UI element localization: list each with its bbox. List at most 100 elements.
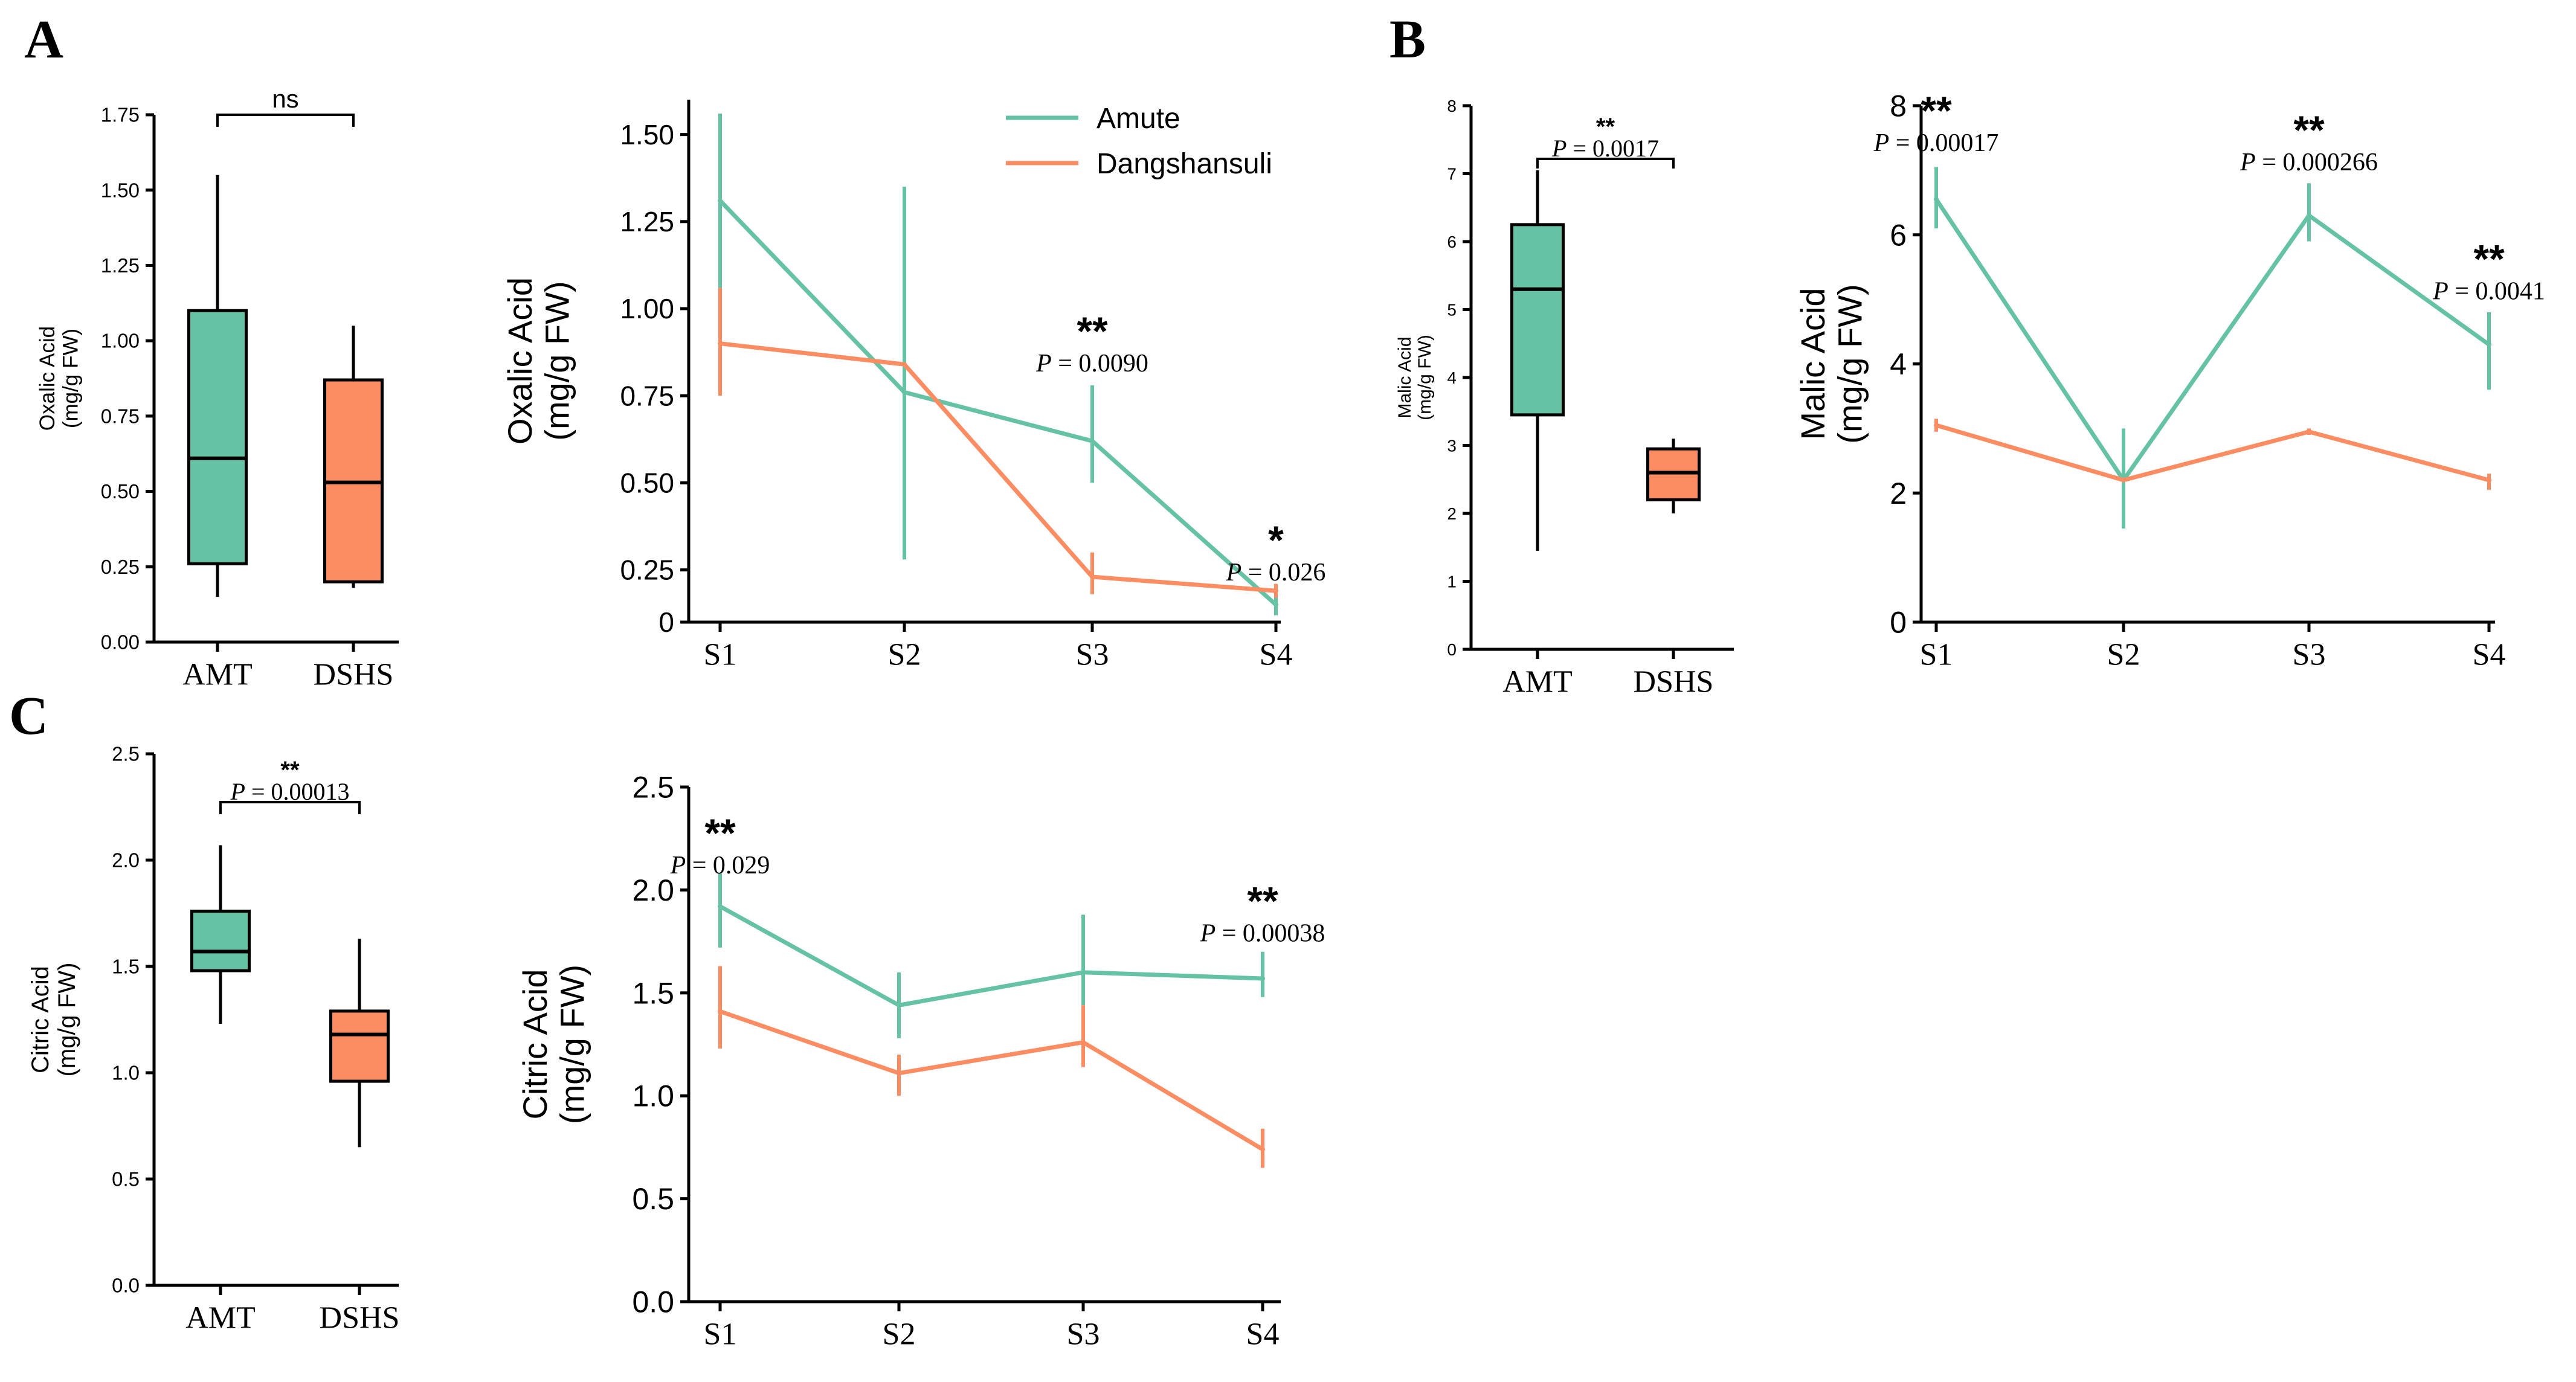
y-tick-label: 0.5 bbox=[112, 1168, 140, 1191]
significance-stars: ** bbox=[704, 811, 736, 855]
data-point-amute bbox=[902, 390, 907, 395]
series-line-dangshansuli bbox=[719, 1009, 1264, 1151]
data-point-amute bbox=[718, 904, 723, 909]
y-tick-label: 2.5 bbox=[632, 771, 674, 805]
p-value-label: P = 0.0041 bbox=[2432, 278, 2545, 306]
series-line-dangshansuli bbox=[720, 341, 1277, 593]
data-point-dangshansuli bbox=[1090, 574, 1095, 580]
significance-stars: ns bbox=[272, 85, 298, 113]
y-axis-label: Oxalic Acid(mg/g FW) bbox=[501, 277, 576, 445]
data-point-dangshansuli bbox=[2121, 477, 2126, 483]
x-tick-label: S1 bbox=[704, 638, 737, 672]
x-tick-label: S3 bbox=[1076, 638, 1109, 672]
y-axis-label-line1: Citric Acid bbox=[27, 966, 54, 1073]
legend-label-amute: Amute bbox=[1096, 103, 1180, 135]
y-axis-label-line2: (mg/g FW) bbox=[54, 963, 80, 1077]
y-axis-label-line2: (mg/g FW) bbox=[1415, 335, 1435, 420]
y-axis-label-line1: Malic Acid bbox=[1794, 288, 1832, 440]
y-axis-label: Oxalic Acid(mg/g FW) bbox=[36, 326, 83, 431]
y-tick-label: 0.75 bbox=[620, 380, 674, 411]
y-tick-label: 8 bbox=[1447, 97, 1457, 115]
data-point-amute bbox=[1934, 196, 1939, 202]
x-tick-label: S4 bbox=[2473, 638, 2506, 672]
y-tick-label: 8 bbox=[1890, 89, 1907, 123]
x-tick-label: S3 bbox=[1067, 1317, 1100, 1352]
y-tick-label: 4 bbox=[1447, 368, 1457, 387]
significance-bracket bbox=[1536, 158, 1675, 169]
p-value: = 0.029 bbox=[686, 852, 770, 879]
y-tick-label: 1.25 bbox=[620, 206, 674, 237]
y-tick-label: 7 bbox=[1447, 164, 1457, 183]
y-tick-label: 1.00 bbox=[620, 293, 674, 324]
significance-stars: ** bbox=[1247, 879, 1278, 924]
p-value: = 0.000266 bbox=[2256, 149, 2378, 176]
p-symbol: P bbox=[2432, 278, 2449, 306]
p-symbol: P bbox=[1873, 129, 1890, 157]
y-tick-label: 1.75 bbox=[101, 104, 140, 126]
x-tick-label: S2 bbox=[2107, 638, 2140, 672]
y-axis-label-line2: (mg/g FW) bbox=[1831, 284, 1869, 443]
p-symbol: P bbox=[2240, 149, 2256, 176]
p-value-label: P = 0.026 bbox=[1226, 559, 1326, 587]
x-tick-label: S1 bbox=[1920, 638, 1953, 672]
data-point-amute bbox=[1274, 602, 1278, 608]
x-tick-label: AMT bbox=[185, 1301, 256, 1335]
series-line-amute bbox=[1934, 198, 2491, 483]
y-tick-label: 1.50 bbox=[620, 119, 674, 150]
p-value: = 0.0090 bbox=[1052, 350, 1148, 378]
y-tick-label: 0.25 bbox=[101, 556, 140, 578]
data-point-dangshansuli bbox=[2307, 429, 2311, 434]
y-axis-label-line1: Citric Acid bbox=[516, 969, 554, 1120]
y-tick-label: 2.5 bbox=[112, 743, 140, 765]
box-amute bbox=[1510, 223, 1565, 417]
x-tick-label: S1 bbox=[704, 1317, 737, 1352]
x-tick-label: S2 bbox=[883, 1317, 916, 1352]
y-tick-label: 6 bbox=[1890, 218, 1907, 252]
y-axis-label-line2: (mg/g FW) bbox=[59, 329, 83, 428]
y-axis-label-line2: (mg/g FW) bbox=[538, 281, 576, 440]
p-symbol: P bbox=[230, 778, 245, 805]
y-tick-label: 6 bbox=[1447, 233, 1457, 251]
data-point-dangshansuli bbox=[1274, 588, 1278, 594]
y-tick-label: 0.50 bbox=[101, 480, 140, 503]
series-line-dangshansuli bbox=[1936, 423, 2490, 483]
p-value: = 0.0041 bbox=[2449, 278, 2545, 306]
series-line-amute bbox=[719, 904, 1263, 1008]
y-tick-label: 2 bbox=[1447, 504, 1457, 523]
data-point-amute bbox=[2487, 342, 2491, 347]
y-axis-label-line2: (mg/g FW) bbox=[553, 965, 591, 1124]
y-tick-label: 1.50 bbox=[101, 179, 140, 201]
significance-stars: ** bbox=[1596, 114, 1615, 140]
p-value: = 0.0017 bbox=[1567, 135, 1659, 162]
legend-label-dangshansuli: Dangshansuli bbox=[1096, 148, 1272, 180]
box-amute bbox=[187, 309, 248, 565]
y-tick-label: 1.25 bbox=[101, 254, 140, 277]
y-tick-label: 1 bbox=[1447, 572, 1457, 591]
oxalic-acid-line-chart: 0 0.25 0.50 0.75 1.00 1.25 1.50 S1 S2 S3 S4 Oxalic … bbox=[501, 100, 1325, 672]
x-tick-label: AMT bbox=[1502, 665, 1573, 699]
p-symbol: P bbox=[1200, 920, 1216, 948]
data-point-amute bbox=[897, 1003, 901, 1008]
y-tick-label: 0.75 bbox=[101, 405, 140, 427]
p-value-label: P = 0.00038 bbox=[1200, 920, 1325, 948]
series-line-amute bbox=[718, 199, 1278, 606]
data-point-amute bbox=[2307, 213, 2311, 218]
y-tick-label: 0 bbox=[658, 606, 674, 638]
y-axis-label: Malic Acid(mg/g FW) bbox=[1794, 284, 1869, 443]
y-axis-label-line1: Oxalic Acid bbox=[501, 277, 539, 445]
p-symbol: P bbox=[1035, 350, 1052, 378]
y-axis-label: Citric Acid(mg/g FW) bbox=[27, 963, 80, 1077]
data-point-amute bbox=[1260, 975, 1265, 981]
data-point-dangshansuli bbox=[2487, 477, 2491, 483]
data-point-dangshansuli bbox=[718, 1009, 723, 1014]
panel-letter-b: B bbox=[1389, 10, 1426, 69]
data-point-dangshansuli bbox=[897, 1070, 901, 1076]
data-point-dangshansuli bbox=[1260, 1146, 1265, 1152]
p-value-label: P = 0.029 bbox=[670, 852, 770, 879]
y-tick-label: 0.0 bbox=[112, 1274, 140, 1297]
x-tick-label: DSHS bbox=[314, 658, 394, 692]
p-value-label: P = 0.00013 bbox=[230, 778, 350, 805]
legend: Amute Dangshansuli bbox=[1006, 103, 1272, 180]
